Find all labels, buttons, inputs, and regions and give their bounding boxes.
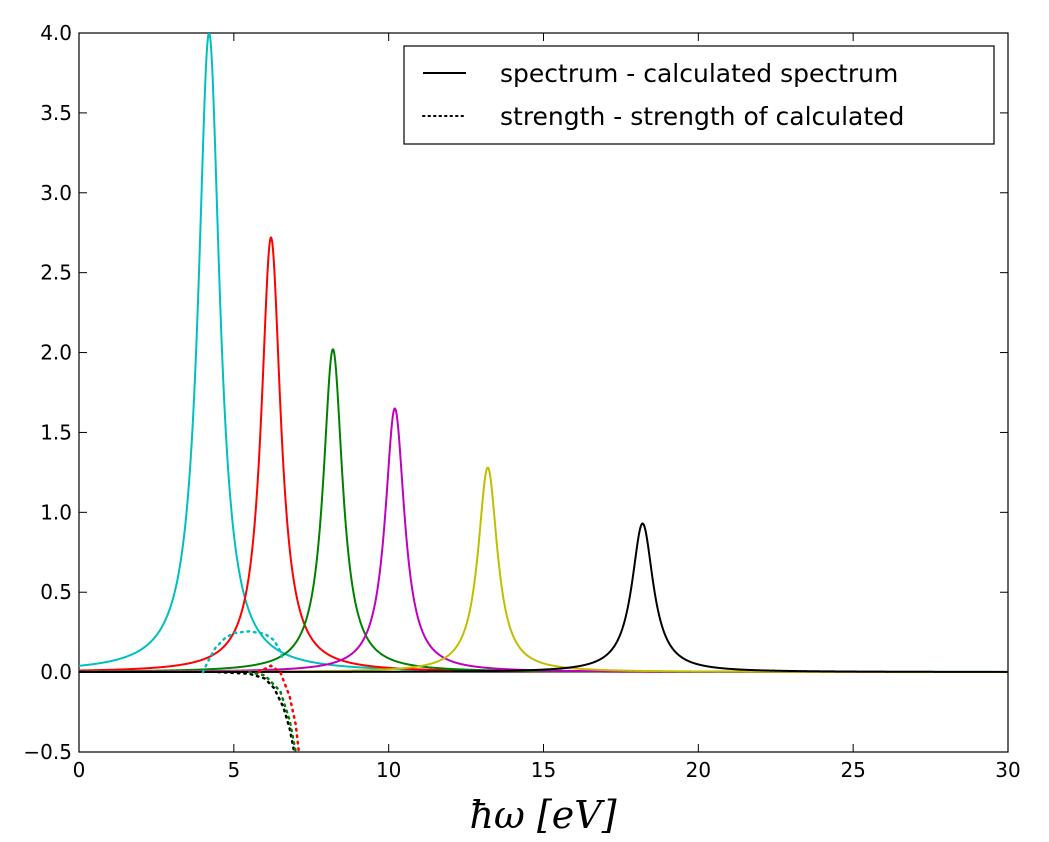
- series-line-9: [257, 664, 301, 752]
- y-tick-label: 3.5: [40, 101, 72, 125]
- x-tick-label: 0: [73, 758, 86, 782]
- legend-box: [403, 45, 995, 145]
- y-tick-label: 2.0: [40, 341, 72, 365]
- legend-label: strength - strength of calculated: [500, 102, 904, 131]
- y-tick-label: 2.5: [40, 261, 72, 285]
- x-tick-label: 20: [686, 758, 711, 782]
- x-tick-label: 10: [376, 758, 401, 782]
- plot-area: 0 5 10 15 20 25 30 −0.5 0.0 0.5 1.0 1.5 2.0 2.5 3.0 3.5…: [23, 21, 1020, 782]
- y-tick-label: −0.5: [23, 740, 72, 764]
- series-group: [79, 33, 1008, 752]
- series-line-5: [79, 522, 1008, 674]
- legend: spectrum - calculated spectrum strength -…: [403, 45, 995, 145]
- y-tick-label: 0.5: [40, 580, 72, 604]
- y-tick-label: 3.0: [40, 181, 72, 205]
- series-line-8: [248, 670, 298, 752]
- series-line-7: [217, 670, 296, 752]
- x-tick-label: 25: [840, 758, 865, 782]
- y-tick-label: 1.5: [40, 420, 72, 444]
- x-tick-label: 15: [531, 758, 556, 782]
- x-axis-label: ħω [eV]: [469, 793, 616, 837]
- x-tick-label: 30: [995, 758, 1020, 782]
- series-line-1: [79, 236, 1008, 673]
- legend-label: spectrum - calculated spectrum: [500, 59, 898, 88]
- series-line-6: [201, 630, 285, 674]
- series-line-4: [79, 466, 1008, 674]
- y-tick-label: 4.0: [40, 21, 72, 45]
- series-line-3: [79, 407, 1008, 674]
- series-line-2: [79, 348, 1008, 674]
- x-tick-label: 5: [227, 758, 240, 782]
- y-tick-label: 1.0: [40, 500, 72, 524]
- y-tick-label: 0.0: [40, 660, 72, 684]
